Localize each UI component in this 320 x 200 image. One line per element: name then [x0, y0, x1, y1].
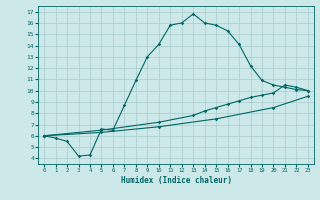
X-axis label: Humidex (Indice chaleur): Humidex (Indice chaleur) [121, 176, 231, 185]
